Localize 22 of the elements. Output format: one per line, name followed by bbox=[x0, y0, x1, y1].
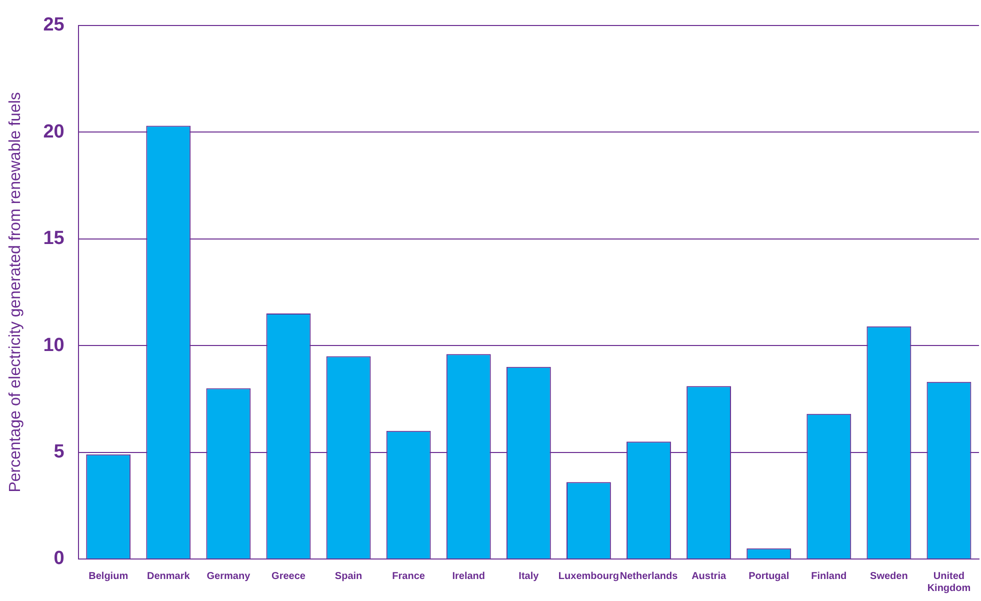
x-tick-label: Luxembourg bbox=[558, 570, 619, 582]
y-tick-label: 10 bbox=[43, 334, 64, 356]
x-tick-label: Italy bbox=[518, 570, 540, 582]
x-tick-label: Sweden bbox=[870, 570, 908, 582]
y-tick-label: 25 bbox=[43, 14, 65, 36]
x-tick-label: Germany bbox=[206, 570, 251, 582]
x-tick-label: Greece bbox=[272, 570, 306, 582]
x-tick-label: Netherlands bbox=[620, 570, 678, 582]
x-tick-label: France bbox=[392, 570, 426, 582]
x-tick-label: Ireland bbox=[452, 570, 486, 582]
y-tick-label: 20 bbox=[43, 121, 64, 142]
y-tick-label: 0 bbox=[54, 548, 64, 570]
x-tick-label: Portugal bbox=[748, 570, 790, 582]
y-tick-label: 5 bbox=[54, 442, 65, 463]
x-tick-label: Finland bbox=[811, 570, 847, 582]
x-tick-label: Spain bbox=[334, 570, 362, 582]
y-axis-title: Percentage of electricity generated from renewable fuels bbox=[7, 92, 24, 492]
y-tick-label: 15 bbox=[43, 228, 65, 250]
x-tick-label: Austria bbox=[692, 570, 726, 582]
x-tick-label: Belgium bbox=[88, 570, 128, 582]
x-tick-label: United Kingdom bbox=[927, 570, 971, 594]
x-tick-label: Denmark bbox=[146, 570, 190, 582]
